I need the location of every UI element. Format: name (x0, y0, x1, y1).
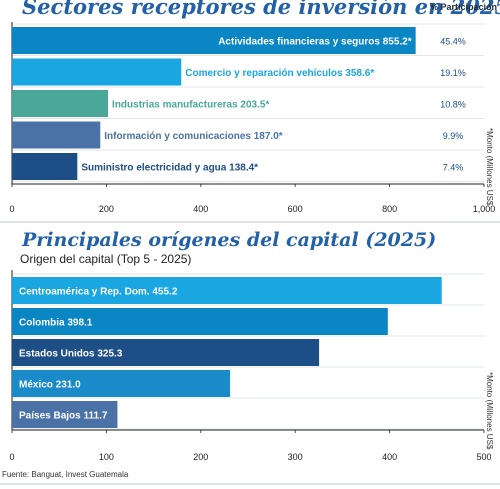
chart2-bar-label: México 231.0 (19, 380, 81, 391)
chart2-bar-label: Colombia 398.1 (19, 318, 93, 329)
chart2-tick-label: 500 (476, 452, 491, 462)
chart2-bar (12, 401, 118, 428)
chart1-tick-label: 400 (193, 204, 208, 214)
chart1-percentage: 45.4% (440, 37, 466, 47)
chart1-percentage: 9.9% (443, 131, 464, 141)
chart1-tick-label: 800 (382, 204, 397, 214)
chart2-bar-label: Centroamérica y Rep. Dom. 455.2 (19, 287, 178, 298)
chart1-tick-label: 600 (288, 204, 303, 214)
chart1-bar-label: Comercio y reparación vehículos 358.6* (185, 68, 374, 79)
chart2-tick-label: 400 (382, 452, 397, 462)
chart1-title: Sectores receptores de inversión en 2025 (22, 0, 500, 19)
chart1-percentage: 7.4% (443, 163, 464, 173)
chart2-bar-label: Estados Unidos 325.3 (19, 349, 123, 360)
chart2-subtitle: Origen del capital (Top 5 - 2025) (20, 252, 192, 266)
chart1-percentage: 10.8% (440, 100, 466, 110)
percentage-column-header: % Participación (430, 2, 498, 12)
chart2-bar (12, 339, 320, 366)
chart2-tick-label: 100 (99, 452, 114, 462)
chart2-bar (12, 370, 231, 397)
chart2-bar (12, 277, 442, 304)
chart1-tick-label: 1,000 (473, 204, 496, 214)
chart2-bar (12, 308, 388, 335)
chart2-tick-label: 300 (288, 452, 303, 462)
chart2-tick-label: 0 (9, 452, 14, 462)
chart1-percentage: 19.1% (440, 68, 466, 78)
chart1-bar-label: Actividades financieras y seguros 855.2* (218, 37, 412, 48)
chart1-bar-label: Industrias manufactureras 203.5* (112, 100, 269, 111)
chart1-bar (12, 121, 101, 149)
chart2-title: Principales orígenes del capital (2025) (22, 229, 437, 251)
chart2-bar-label: Países Bajos 111.7 (19, 411, 108, 422)
chart1-tick-label: 0 (9, 204, 14, 214)
chart1-tick-label: 200 (99, 204, 114, 214)
chart1-bar (12, 153, 78, 180)
chart2-tick-label: 200 (193, 452, 208, 462)
chart1-bar (12, 58, 182, 86)
chart1-bar (12, 27, 416, 54)
chart1-bar (12, 90, 109, 117)
chart1-bar-label: Suministro electricidad y agua 138.4* (81, 163, 258, 174)
source-note: Fuente: Banguat, Invest Guatemala (2, 470, 129, 479)
chart1-bar-label: Información y comunicaciones 187.0* (104, 131, 283, 142)
